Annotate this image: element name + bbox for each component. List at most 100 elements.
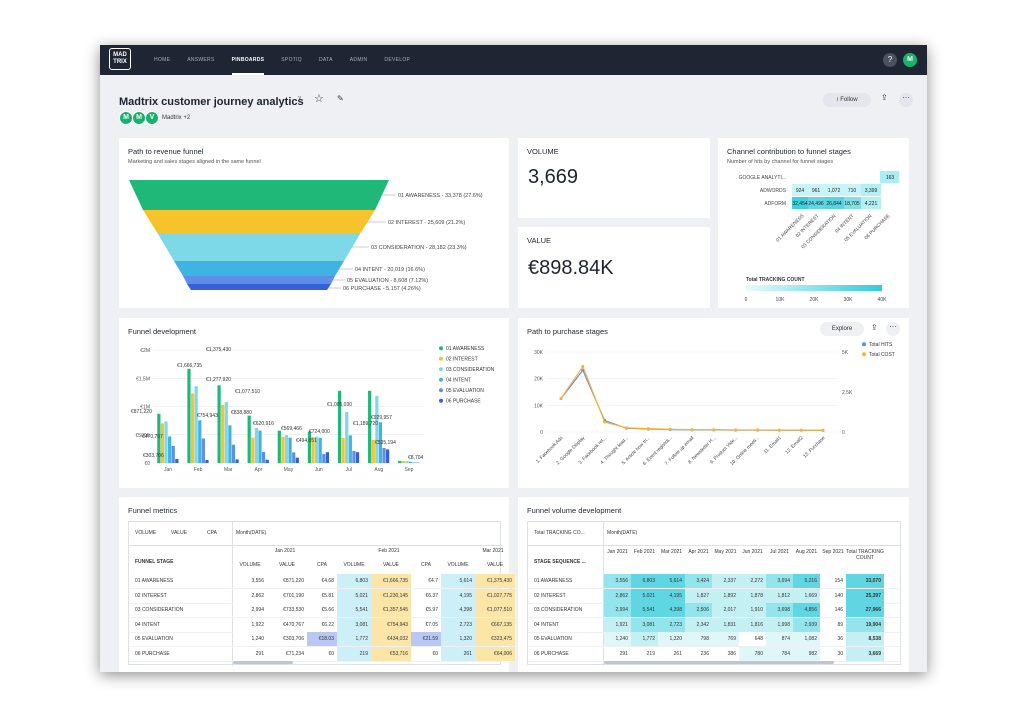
table-cell[interactable]: 1,772 bbox=[337, 632, 371, 646]
bar[interactable] bbox=[375, 395, 379, 463]
table-cell[interactable]: 154 bbox=[820, 574, 846, 588]
bar[interactable] bbox=[205, 459, 209, 463]
table-cell[interactable]: 146 bbox=[820, 603, 846, 617]
table-cell[interactable]: 648 bbox=[739, 632, 766, 646]
funnel-volume-card[interactable]: Funnel volume development Total TRACKING… bbox=[518, 497, 909, 672]
title-dropdown-icon[interactable]: ˅ bbox=[298, 96, 302, 102]
bar[interactable] bbox=[382, 448, 386, 463]
table-cell[interactable]: 2,506 bbox=[685, 603, 712, 617]
heatmap-cell[interactable] bbox=[792, 197, 808, 209]
bar[interactable] bbox=[190, 393, 195, 463]
bar[interactable] bbox=[221, 404, 225, 463]
table-cell[interactable]: 6,803 bbox=[631, 574, 658, 588]
table-cell[interactable]: €754,943 bbox=[371, 617, 411, 632]
bar[interactable] bbox=[201, 438, 205, 463]
table-cell[interactable]: 2,994 bbox=[233, 603, 267, 617]
explore-button[interactable]: Explore bbox=[820, 322, 864, 336]
funnel-stage[interactable] bbox=[129, 180, 389, 210]
table-cell[interactable]: 1,892 bbox=[712, 588, 739, 603]
table-cell[interactable]: €434,032 bbox=[371, 632, 411, 646]
table-cell[interactable]: €7.05 bbox=[411, 617, 441, 632]
table-cell[interactable]: 1,812 bbox=[766, 588, 793, 603]
data-point[interactable] bbox=[777, 428, 781, 432]
table-cell[interactable]: €1,357,545 bbox=[371, 603, 411, 617]
measure-chip[interactable]: Total TRACKING CO... bbox=[534, 530, 585, 536]
table-cell[interactable]: 291 bbox=[233, 646, 267, 661]
table-cell[interactable]: €1,077,510 bbox=[475, 603, 515, 617]
bar[interactable] bbox=[292, 452, 296, 463]
data-point[interactable] bbox=[756, 428, 759, 432]
channel-contribution-card[interactable]: Channel contribution to funnel stages Nu… bbox=[718, 138, 909, 308]
table-cell[interactable]: 798 bbox=[685, 632, 712, 646]
bar[interactable] bbox=[318, 437, 322, 463]
table-cell[interactable]: 2,939 bbox=[793, 617, 820, 632]
bar[interactable] bbox=[187, 368, 191, 463]
table-cell[interactable]: 8,538 bbox=[846, 632, 884, 646]
table-cell[interactable]: 3,556 bbox=[604, 574, 631, 588]
bar[interactable] bbox=[307, 431, 312, 463]
table-cell[interactable]: €0 bbox=[411, 646, 441, 661]
funnel-metrics-table[interactable]: VOLUME VALUE CPA Month(DATE) FUNNEL STAGE Jan… bbox=[128, 521, 535, 666]
bar[interactable] bbox=[352, 450, 356, 463]
table-cell[interactable]: 1,772 bbox=[631, 632, 658, 646]
table-cell[interactable]: 2,862 bbox=[604, 588, 631, 603]
table-cell[interactable]: 2,723 bbox=[658, 617, 685, 632]
table-cell[interactable]: 874 bbox=[766, 632, 793, 646]
table-cell[interactable]: 1,240 bbox=[604, 632, 631, 646]
heatmap-cell[interactable] bbox=[825, 184, 844, 196]
table-cell[interactable]: €1,027,775 bbox=[475, 588, 515, 603]
bar[interactable] bbox=[311, 437, 315, 463]
table-cell[interactable]: 2,723 bbox=[441, 617, 475, 632]
edit-pencil-icon[interactable]: ✎ bbox=[337, 94, 344, 103]
heatmap-cell[interactable] bbox=[792, 184, 808, 196]
table-cell[interactable]: 5,541 bbox=[631, 603, 658, 617]
table-cell[interactable]: 3,556 bbox=[233, 574, 267, 588]
table-cell[interactable]: €18.03 bbox=[307, 632, 337, 646]
table-cell[interactable]: 2,342 bbox=[685, 617, 712, 632]
table-cell[interactable]: 219 bbox=[337, 646, 371, 661]
table-cell[interactable]: €733,530 bbox=[267, 603, 307, 617]
table-cell[interactable]: €303,706 bbox=[267, 632, 307, 646]
bar[interactable] bbox=[224, 402, 228, 463]
table-cell[interactable]: 5,021 bbox=[631, 588, 658, 603]
bar[interactable] bbox=[355, 452, 360, 463]
table-cell[interactable]: 3,081 bbox=[337, 617, 371, 632]
bar[interactable] bbox=[295, 457, 299, 463]
table-cell[interactable]: 1,320 bbox=[441, 632, 475, 646]
data-point[interactable] bbox=[734, 428, 738, 432]
bar[interactable] bbox=[228, 425, 232, 463]
table-cell[interactable]: €0 bbox=[307, 646, 337, 661]
table-cell[interactable]: 2,272 bbox=[739, 574, 766, 588]
table-cell[interactable]: 1,669 bbox=[793, 588, 820, 603]
table-cell[interactable]: 3,694 bbox=[766, 574, 793, 588]
measure-chip[interactable]: VALUE bbox=[171, 530, 188, 536]
table-cell[interactable]: 236 bbox=[685, 646, 712, 661]
table-cell[interactable]: €6.22 bbox=[307, 617, 337, 632]
table-cell[interactable]: 219 bbox=[631, 646, 658, 661]
table-cell[interactable]: €5.66 bbox=[307, 603, 337, 617]
table-cell[interactable]: 1,910 bbox=[739, 603, 766, 617]
data-point[interactable] bbox=[668, 427, 672, 431]
follow-button[interactable]: ⌇ Follow bbox=[823, 93, 871, 107]
table-cell[interactable]: 982 bbox=[793, 646, 820, 661]
funnel-stage[interactable] bbox=[158, 234, 360, 261]
data-point[interactable] bbox=[712, 428, 716, 432]
table-cell[interactable]: 1,921 bbox=[604, 617, 631, 632]
bar[interactable] bbox=[284, 435, 289, 463]
data-point[interactable] bbox=[821, 428, 825, 432]
data-point[interactable] bbox=[625, 426, 628, 430]
bar[interactable] bbox=[235, 459, 239, 463]
table-cell[interactable]: 3,424 bbox=[685, 574, 712, 588]
horizontal-scrollbar[interactable] bbox=[604, 661, 834, 664]
table-cell[interactable]: 4,398 bbox=[658, 603, 685, 617]
table-cell[interactable]: 261 bbox=[441, 646, 475, 661]
table-cell[interactable]: 19,904 bbox=[846, 617, 884, 632]
nav-data[interactable]: DATA bbox=[319, 57, 333, 63]
bar[interactable] bbox=[288, 437, 292, 463]
bar[interactable] bbox=[231, 444, 236, 463]
table-cell[interactable]: 5,541 bbox=[337, 603, 371, 617]
table-cell[interactable]: €5.81 bbox=[307, 588, 337, 603]
horizontal-scrollbar[interactable] bbox=[233, 661, 293, 664]
bar[interactable] bbox=[254, 427, 258, 463]
table-cell[interactable]: 1,878 bbox=[739, 588, 766, 603]
